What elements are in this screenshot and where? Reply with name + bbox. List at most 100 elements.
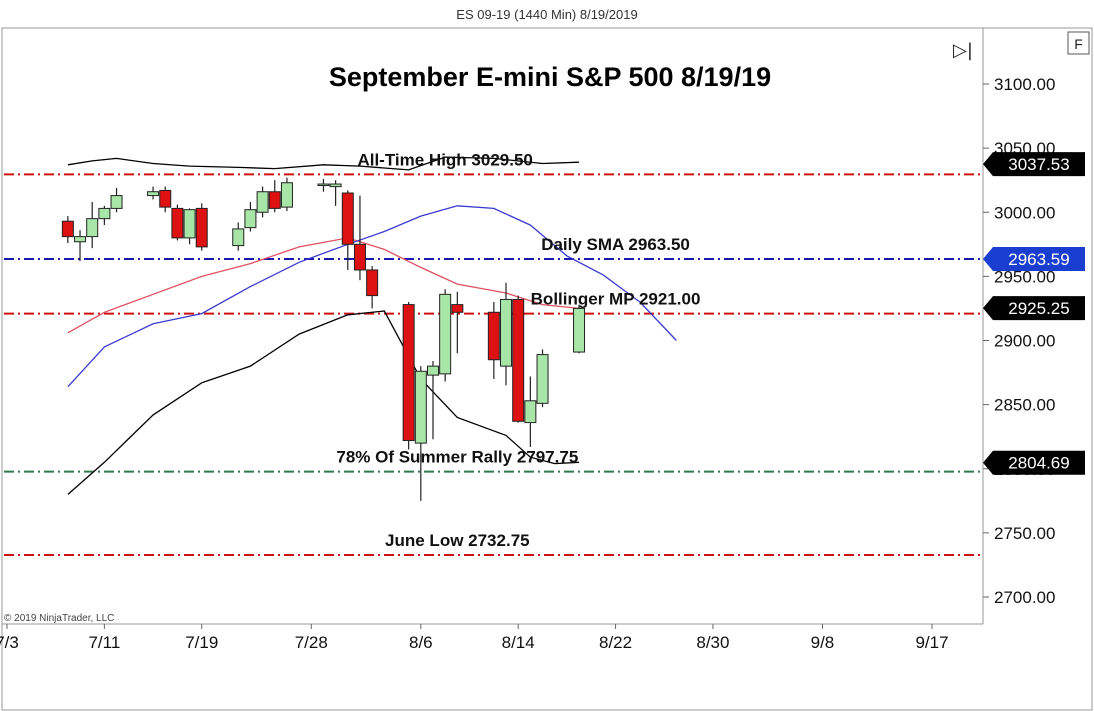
price-tag-box xyxy=(983,296,1085,321)
candle xyxy=(402,302,415,450)
chart-title: September E-mini S&P 500 8/19/19 xyxy=(329,62,771,92)
candle-body xyxy=(195,207,208,248)
chart-frame xyxy=(1,27,1093,711)
candle xyxy=(244,201,257,232)
candle xyxy=(512,295,525,423)
copyright-text: © 2019 NinjaTrader, LLC xyxy=(4,613,114,624)
candle xyxy=(366,266,379,309)
candle-body xyxy=(256,191,269,213)
candle xyxy=(61,216,74,244)
price-axis: 2700.002750.002800.002850.002900.002950.… xyxy=(983,75,1055,607)
price-tags: 3037.53 2963.59 2925.25 2804.69 xyxy=(983,152,1085,475)
candle-body xyxy=(524,400,537,424)
nav-to-end-button[interactable]: ▷| xyxy=(950,36,976,61)
price-tick-label: 2850.00 xyxy=(994,396,1055,415)
candle xyxy=(171,204,184,241)
f-button-label: F xyxy=(1074,36,1083,52)
price-tick-label: 3000.00 xyxy=(994,203,1055,222)
price-tag: 2963.59 xyxy=(983,246,1085,271)
time-tick-label: 7/28 xyxy=(295,633,328,652)
candle xyxy=(341,190,354,270)
candle xyxy=(110,187,123,213)
time-tick-label: 8/6 xyxy=(409,633,433,652)
candle-body xyxy=(329,183,342,188)
price-tick-label: 2900.00 xyxy=(994,332,1055,351)
time-tick-label: 7/11 xyxy=(88,633,120,652)
candle xyxy=(147,186,160,200)
candles xyxy=(61,177,586,501)
candle-body xyxy=(317,183,330,187)
indicator-line-lower-band xyxy=(67,310,580,495)
price-tag-box xyxy=(983,450,1085,475)
candle-body xyxy=(171,207,184,239)
candle-body xyxy=(98,207,111,220)
candle xyxy=(487,302,500,379)
candle-body xyxy=(280,182,293,208)
price-tag: 2804.69 xyxy=(983,450,1085,475)
time-tick-label: 8/30 xyxy=(696,633,729,652)
candle xyxy=(500,282,513,386)
indicator-line-upper-band xyxy=(67,156,580,171)
candle-body xyxy=(500,298,513,367)
level-label: 78% Of Summer Rally 2797.75 xyxy=(336,448,578,467)
f-button-box[interactable] xyxy=(1067,31,1090,55)
candle-body xyxy=(341,192,354,245)
price-tag-label: 2925.25 xyxy=(1008,299,1069,318)
nav-to-end-hitbox[interactable] xyxy=(950,36,976,60)
candle xyxy=(414,366,427,501)
candle xyxy=(256,186,269,218)
candle-body xyxy=(402,304,415,442)
instrument-header: ES 09-19 (1440 Min) 8/19/2019 xyxy=(456,7,637,22)
candle xyxy=(317,178,330,192)
time-tick-label: 9/8 xyxy=(811,633,835,652)
candle-body xyxy=(451,304,464,313)
candle xyxy=(232,222,245,251)
candle-body xyxy=(244,209,257,229)
price-tick-label: 2700.00 xyxy=(994,588,1055,607)
level-labels: All-Time High 3029.50 Daily SMA 2963.50 Bo… xyxy=(336,150,700,550)
level-label: Bollinger MP 2921.00 xyxy=(531,290,701,309)
level-label: Daily SMA 2963.50 xyxy=(541,235,690,254)
price-tick-label: 2950.00 xyxy=(994,267,1055,286)
candle xyxy=(439,289,452,382)
f-button[interactable]: F xyxy=(1067,31,1090,55)
time-tick-label: 8/22 xyxy=(599,633,632,652)
candle xyxy=(524,376,537,447)
candle-body xyxy=(86,218,99,238)
candle-body xyxy=(159,189,172,208)
candle xyxy=(353,195,366,281)
candle-body xyxy=(573,307,586,353)
candle xyxy=(195,203,208,251)
candle-body xyxy=(487,311,500,361)
price-tag: 3037.53 xyxy=(983,152,1085,177)
time-tick-label: 7/19 xyxy=(185,633,218,652)
candle xyxy=(74,230,87,261)
candle xyxy=(183,208,196,245)
candle-body xyxy=(353,243,366,271)
price-tick-label: 2750.00 xyxy=(994,524,1055,543)
time-tick-label: 8/14 xyxy=(502,633,535,652)
candle-body xyxy=(147,191,160,197)
candle-body xyxy=(536,354,549,404)
price-tag-label: 2804.69 xyxy=(1008,454,1069,473)
candle-body xyxy=(74,236,87,243)
candle xyxy=(573,304,586,354)
candle-body xyxy=(512,298,525,422)
time-tick-label: 9/17 xyxy=(915,633,948,652)
price-tag: 2925.25 xyxy=(983,296,1085,321)
candle-body xyxy=(232,228,245,247)
play-to-end-icon: ▷| xyxy=(953,40,973,61)
price-tick-label: 3100.00 xyxy=(994,75,1055,94)
candle xyxy=(329,180,342,206)
level-label: All-Time High 3029.50 xyxy=(357,150,532,169)
candle xyxy=(159,186,172,213)
price-tag-box xyxy=(983,246,1085,271)
time-tick-label: 7/3 xyxy=(0,633,19,652)
candle-body xyxy=(439,293,452,375)
candle xyxy=(98,205,111,226)
candle-body xyxy=(110,195,123,209)
candle xyxy=(280,177,293,211)
time-axis: 7/3 7/11 7/19 7/28 8/6 8/14 8/22 8/30 9/8 9/17 xyxy=(0,624,949,652)
price-tag-label: 3037.53 xyxy=(1008,155,1069,174)
